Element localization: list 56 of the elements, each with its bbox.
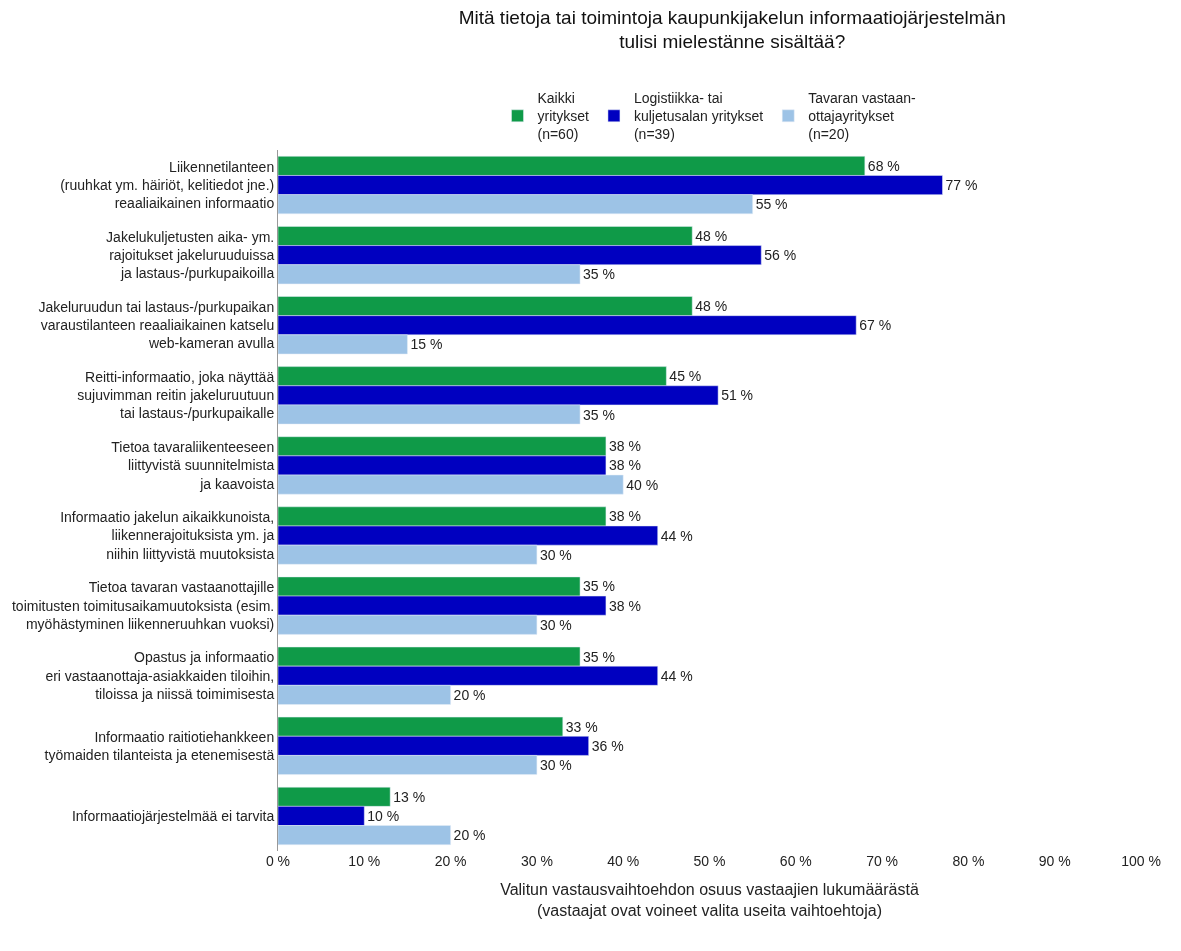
x-tick-label: 20 % xyxy=(434,853,467,869)
data-label: 35 % xyxy=(583,406,615,423)
y-tick-label: Jakeluruudun tai lastaus-/purkupaikan varaustilanteen reaaliaikainen katselu web-kameran avulla xyxy=(38,298,275,352)
x-tick-label: 0 % xyxy=(265,853,291,869)
data-label: 68 % xyxy=(867,157,900,174)
data-label: 40 % xyxy=(626,476,659,493)
data-label: 35 % xyxy=(583,266,615,283)
x-tick-label: 40 % xyxy=(607,853,640,869)
data-label: 44 % xyxy=(660,527,693,544)
x-tick-label: 70 % xyxy=(866,853,899,869)
data-label: 33 % xyxy=(565,718,598,735)
x-tick-label: 100 % xyxy=(1121,853,1161,869)
data-label: 48 % xyxy=(695,227,728,244)
data-label: 35 % xyxy=(583,578,615,595)
data-label: 35 % xyxy=(583,648,615,665)
x-tick-label: 50 % xyxy=(693,853,726,869)
data-label: 56 % xyxy=(764,247,797,264)
x-tick-label: 90 % xyxy=(1038,853,1071,869)
data-label: 55 % xyxy=(755,196,788,213)
data-label: 10 % xyxy=(367,807,400,824)
data-label: 20 % xyxy=(453,686,486,703)
data-label: 20 % xyxy=(453,827,486,844)
data-label: 38 % xyxy=(608,597,641,614)
data-label: 30 % xyxy=(539,616,572,633)
legend-label: Tavaran vastaan- ottajayritykset (n=20) xyxy=(808,90,916,143)
data-label: 30 % xyxy=(539,757,572,774)
y-tick-label: Reitti-informaatio, joka näyttää sujuvimman reitin jakeluruutuun tai lastaus-/purkupaikalle xyxy=(77,369,275,422)
data-label: 15 % xyxy=(410,336,443,353)
data-label: 44 % xyxy=(660,667,693,684)
data-label: 45 % xyxy=(669,368,702,385)
y-tick-label: Informaatiojärjestelmää ei tarvita xyxy=(71,807,275,824)
x-axis-title: Valitun vastausvaihtoehdon osuus vastaajien lukumäärästä (vastaajat ovat voineet valita useita vaihtoehtoja) xyxy=(500,880,919,919)
data-label: 38 % xyxy=(608,508,641,525)
data-label: 67 % xyxy=(859,317,892,334)
x-tick-label: 80 % xyxy=(952,853,985,869)
data-label: 36 % xyxy=(591,737,624,754)
y-tick-label: Tietoa tavaraliikenteeseen liittyvistä suunnitelmista ja kaavoista xyxy=(111,439,275,492)
legend-label: Kaikki yritykset (n=60) xyxy=(537,90,589,143)
y-tick-label: Informaatio raitiotiehankkeen työmaiden tilanteista ja etenemisestä xyxy=(44,728,275,763)
legend-label: Logistiikka- tai kuljetusalan yritykset (n=39) xyxy=(633,90,764,143)
data-label: 38 % xyxy=(608,457,641,474)
data-label: 51 % xyxy=(721,387,754,404)
x-tick-label: 10 % xyxy=(348,853,381,869)
data-label: 77 % xyxy=(945,177,978,194)
y-tick-label: Tietoa tavaran vastaanottajille toimitusten toimitusaikamuutoksista (esim. myöhästyminen liikenneruuhkan vuoksi) xyxy=(12,579,275,632)
data-label: 38 % xyxy=(608,438,641,455)
data-label: 30 % xyxy=(539,546,572,563)
data-label: 13 % xyxy=(393,788,426,805)
y-tick-label: Opastus ja informaatio eri vastaanottaja-asiakkaiden tiloihin, tiloissa ja niissä toimimisesta xyxy=(45,649,275,702)
y-tick-label: Liikennetilanteen (ruuhkat ym. häiriöt, kelitiedot jne.) reaaliaikainen informaatio xyxy=(60,158,275,212)
x-tick-label: 60 % xyxy=(779,853,812,869)
y-tick-label: Jakelukuljetusten aika- ym. rajoitukset jakeluruuduissa ja lastaus-/purkupaikoilla xyxy=(106,228,275,282)
data-label: 48 % xyxy=(695,298,728,315)
x-tick-label: 30 % xyxy=(520,853,553,869)
y-tick-label: Informaatio jakelun aikaikkunoista, liikennerajoituksista ym. ja niihin liittyvistä muutoksista xyxy=(60,509,275,562)
chart-title: Mitä tietoja tai toimintoja kaupunkijakelun informaatiojärjestelmän tulisi mielestänne sisältää? xyxy=(458,6,1006,53)
